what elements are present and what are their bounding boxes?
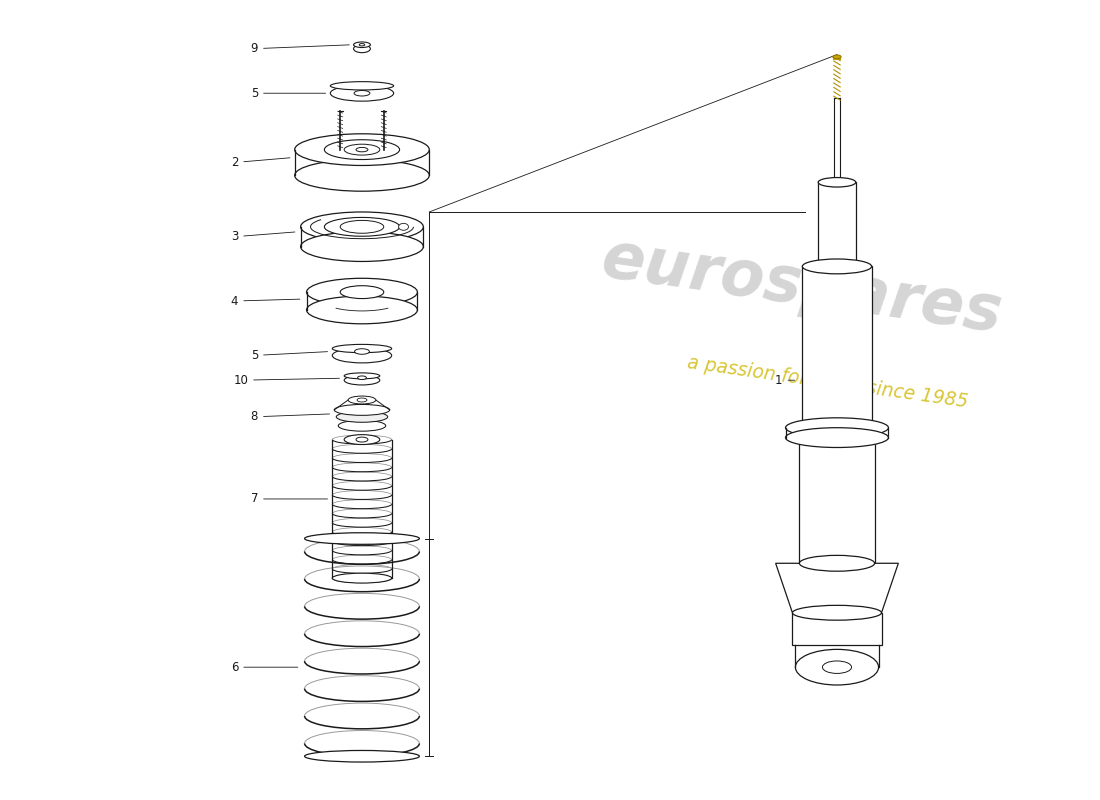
Text: eurospares: eurospares: [598, 227, 1007, 345]
Ellipse shape: [295, 159, 429, 191]
Ellipse shape: [823, 661, 851, 674]
Ellipse shape: [332, 348, 392, 363]
Bar: [818, 182, 856, 266]
Ellipse shape: [353, 45, 371, 53]
Ellipse shape: [354, 349, 370, 354]
Ellipse shape: [358, 376, 366, 379]
Ellipse shape: [356, 147, 367, 152]
Text: 2: 2: [231, 156, 290, 169]
Ellipse shape: [330, 82, 394, 90]
Ellipse shape: [332, 344, 392, 353]
Bar: [792, 613, 881, 646]
Text: 5: 5: [251, 349, 328, 362]
Ellipse shape: [353, 42, 371, 47]
Ellipse shape: [300, 212, 424, 242]
Text: 1: 1: [776, 374, 794, 386]
Ellipse shape: [307, 296, 417, 324]
Ellipse shape: [332, 573, 392, 583]
Ellipse shape: [818, 178, 856, 187]
Ellipse shape: [358, 398, 367, 402]
Text: a passion for parts since 1985: a passion for parts since 1985: [685, 353, 969, 411]
Ellipse shape: [800, 430, 874, 446]
Ellipse shape: [340, 286, 384, 298]
Ellipse shape: [785, 418, 889, 438]
Ellipse shape: [330, 86, 394, 101]
Ellipse shape: [354, 90, 370, 96]
Text: 6: 6: [231, 661, 298, 674]
Text: 3: 3: [231, 230, 295, 243]
Ellipse shape: [348, 396, 376, 404]
Ellipse shape: [337, 411, 387, 422]
Ellipse shape: [802, 430, 871, 445]
Ellipse shape: [324, 140, 399, 159]
Ellipse shape: [795, 650, 879, 685]
Text: 9: 9: [251, 42, 350, 55]
Ellipse shape: [324, 218, 399, 236]
Text: 8: 8: [251, 410, 330, 423]
Ellipse shape: [360, 43, 365, 46]
Ellipse shape: [792, 606, 881, 620]
Bar: [802, 266, 871, 438]
Ellipse shape: [295, 134, 429, 166]
Ellipse shape: [344, 375, 380, 385]
Ellipse shape: [785, 428, 889, 447]
Text: 10: 10: [233, 374, 340, 386]
Ellipse shape: [802, 259, 871, 274]
Ellipse shape: [398, 223, 408, 230]
Ellipse shape: [305, 533, 419, 544]
Bar: [800, 438, 874, 563]
Polygon shape: [776, 563, 899, 613]
Ellipse shape: [344, 144, 380, 155]
Ellipse shape: [300, 232, 424, 262]
Ellipse shape: [305, 750, 419, 762]
Text: 4: 4: [231, 294, 300, 307]
Ellipse shape: [334, 405, 389, 415]
Ellipse shape: [356, 437, 367, 442]
Ellipse shape: [338, 420, 386, 431]
Text: 7: 7: [251, 493, 328, 506]
Ellipse shape: [340, 220, 384, 234]
Ellipse shape: [800, 555, 874, 571]
Ellipse shape: [833, 55, 842, 58]
Ellipse shape: [344, 434, 380, 445]
Ellipse shape: [818, 262, 856, 271]
Ellipse shape: [344, 373, 380, 379]
Ellipse shape: [307, 278, 417, 306]
Text: 5: 5: [251, 86, 326, 100]
